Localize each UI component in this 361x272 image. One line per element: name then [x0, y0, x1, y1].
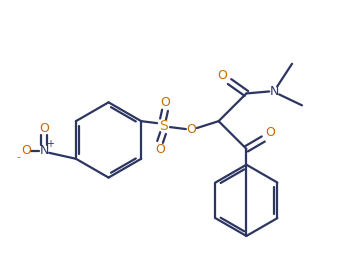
Text: O: O	[39, 122, 49, 135]
Text: O: O	[21, 144, 31, 157]
Text: O: O	[155, 143, 165, 156]
Text: N: N	[39, 144, 49, 157]
Text: O: O	[218, 69, 227, 82]
Text: N: N	[270, 85, 279, 98]
Text: S: S	[159, 119, 168, 133]
Text: O: O	[265, 126, 275, 138]
Text: O: O	[186, 123, 196, 135]
Text: +: +	[46, 139, 54, 149]
Text: -: -	[16, 152, 20, 162]
Text: O: O	[160, 96, 170, 109]
